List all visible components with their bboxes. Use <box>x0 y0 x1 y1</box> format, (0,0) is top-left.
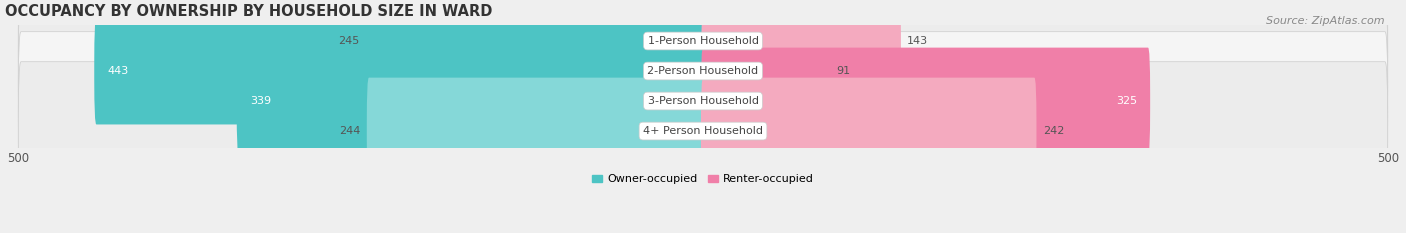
FancyBboxPatch shape <box>18 0 1388 110</box>
FancyBboxPatch shape <box>702 18 830 124</box>
FancyBboxPatch shape <box>367 78 704 185</box>
Text: 325: 325 <box>1116 96 1137 106</box>
Text: 3-Person Household: 3-Person Household <box>648 96 758 106</box>
Text: Source: ZipAtlas.com: Source: ZipAtlas.com <box>1267 16 1385 26</box>
Text: 2-Person Household: 2-Person Household <box>647 66 759 76</box>
FancyBboxPatch shape <box>366 0 704 94</box>
Legend: Owner-occupied, Renter-occupied: Owner-occupied, Renter-occupied <box>588 170 818 189</box>
FancyBboxPatch shape <box>236 48 704 154</box>
Text: 242: 242 <box>1043 126 1064 136</box>
FancyBboxPatch shape <box>702 48 1150 154</box>
Text: 443: 443 <box>107 66 128 76</box>
Text: 143: 143 <box>907 36 928 46</box>
FancyBboxPatch shape <box>702 0 901 94</box>
FancyBboxPatch shape <box>18 32 1388 170</box>
Text: 244: 244 <box>339 126 360 136</box>
Text: 91: 91 <box>835 66 851 76</box>
FancyBboxPatch shape <box>18 62 1388 200</box>
Text: OCCUPANCY BY OWNERSHIP BY HOUSEHOLD SIZE IN WARD: OCCUPANCY BY OWNERSHIP BY HOUSEHOLD SIZE… <box>4 4 492 19</box>
FancyBboxPatch shape <box>18 2 1388 140</box>
Text: 339: 339 <box>250 96 271 106</box>
Text: 245: 245 <box>337 36 360 46</box>
FancyBboxPatch shape <box>702 78 1036 185</box>
Text: 4+ Person Household: 4+ Person Household <box>643 126 763 136</box>
Text: 1-Person Household: 1-Person Household <box>648 36 758 46</box>
FancyBboxPatch shape <box>94 18 704 124</box>
